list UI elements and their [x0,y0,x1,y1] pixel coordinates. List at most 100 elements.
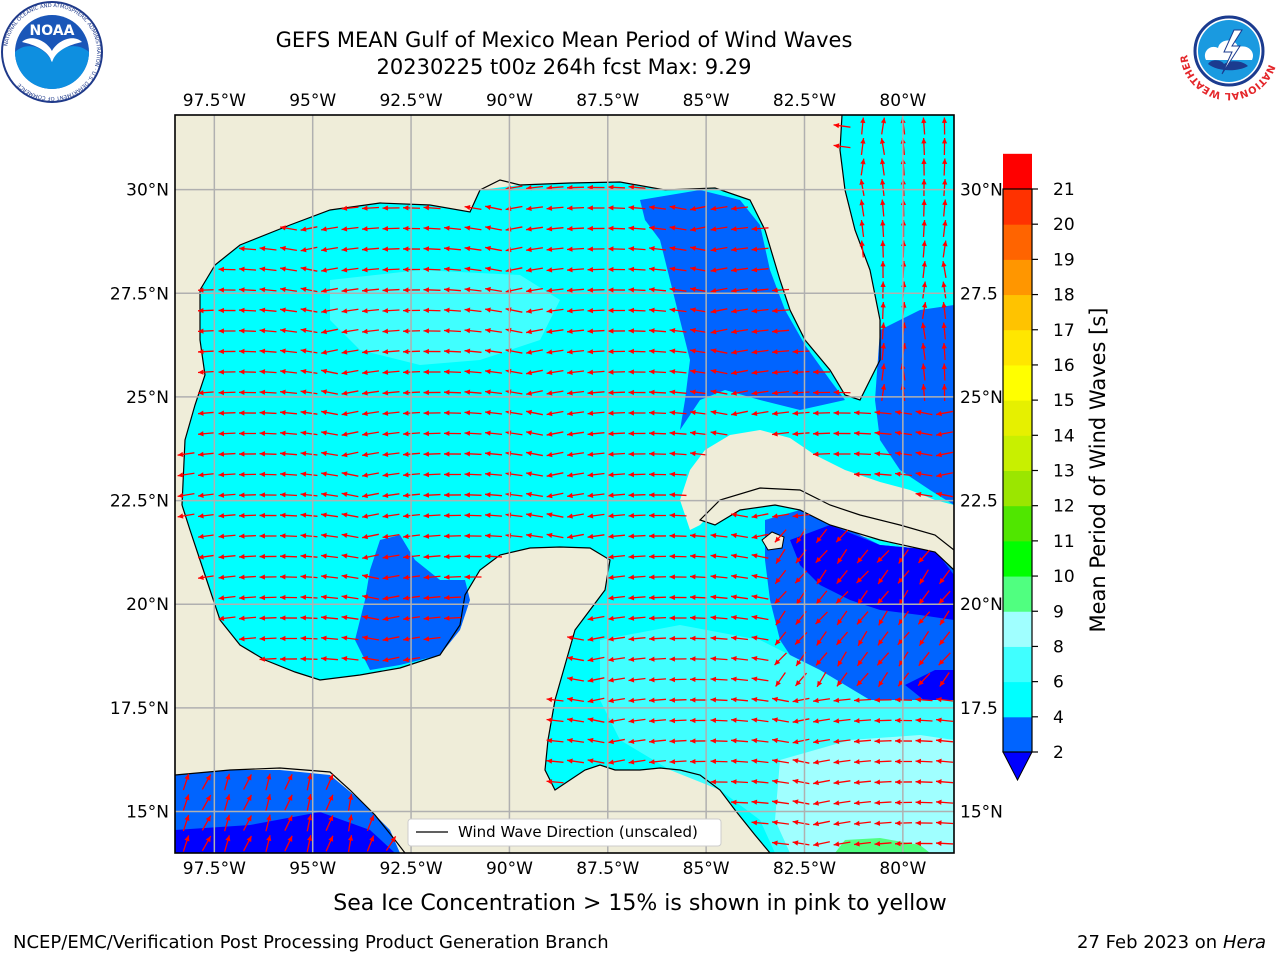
colorbar-segment [1003,681,1032,718]
wave-direction-arrow [238,369,257,375]
wave-direction-arrow [648,574,667,580]
wave-direction-arrow [566,390,585,396]
colorbar-segment [1003,259,1032,296]
wave-direction-arrow [382,513,400,519]
wave-direction-arrow [587,349,605,355]
wave-direction-arrow [792,513,810,519]
wave-direction-arrow [238,533,257,539]
wave-direction-arrow [915,471,933,477]
wave-direction-arrow [915,717,933,723]
wave-direction-arrow [941,117,948,135]
wave-direction-arrow [921,219,927,238]
wave-direction-arrow [443,410,462,416]
colorbar-tick-label: 15 [1053,391,1075,411]
colorbar-tick-label: 17 [1053,321,1075,341]
lon-label-bottom: 95°W [289,859,336,879]
wave-direction-arrow [300,594,318,600]
wave-direction-arrow [710,246,728,253]
wave-direction-arrow [259,369,277,375]
wave-direction-arrow [792,819,810,826]
wave-direction-arrow [649,512,666,519]
wave-direction-arrow [771,308,790,314]
wave-direction-arrow [751,390,769,396]
wave-direction-arrow [710,779,728,785]
wave-direction-arrow [284,835,293,852]
wave-direction-arrow [321,349,338,355]
wave-direction-arrow [587,246,605,252]
wave-direction-arrow [689,451,708,457]
wave-direction-arrow [300,389,318,395]
wave-direction-arrow [279,389,298,395]
wave-direction-arrow [526,308,543,314]
wave-direction-arrow [792,738,810,745]
wave-direction-arrow [464,307,482,313]
wave-direction-arrow [464,574,482,580]
wave-direction-arrow [182,835,190,852]
wave-direction-arrow [775,672,786,687]
wave-direction-arrow [710,430,728,436]
wave-direction-arrow [526,471,543,477]
wave-direction-arrow [853,410,872,416]
wave-direction-arrow [177,472,195,478]
wave-direction-arrow [279,615,298,621]
wave-direction-arrow [265,814,272,832]
wave-direction-arrow [238,348,257,355]
wave-direction-arrow [628,492,646,498]
wave-direction-arrow [935,758,954,764]
wave-direction-arrow [587,697,605,704]
wave-direction-arrow [607,389,626,396]
wave-direction-arrow [859,199,865,217]
wave-direction-arrow [877,631,889,646]
wave-direction-arrow [259,512,277,519]
wave-direction-arrow [628,389,646,396]
wave-direction-arrow [669,759,687,765]
wave-direction-arrow [306,794,313,811]
wave-direction-arrow [362,472,379,478]
wave-direction-arrow [607,533,626,539]
wave-direction-arrow [321,471,338,477]
wave-direction-arrow [587,513,605,519]
wave-direction-arrow [526,267,543,273]
wave-direction-arrow [567,635,584,641]
wave-direction-arrow [464,328,482,334]
wave-direction-arrow [464,471,482,477]
wave-direction-arrow [628,184,646,190]
wave-direction-arrow [325,794,334,811]
wave-direction-arrow [321,226,338,232]
wave-direction-arrow [341,532,359,539]
wave-direction-arrow [730,717,749,723]
wave-direction-arrow [833,718,851,724]
wave-direction-arrow [751,226,769,232]
wave-direction-arrow [587,308,605,314]
wave-direction-arrow [587,492,605,498]
wave-direction-arrow [874,779,892,785]
wave-direction-arrow [690,245,707,252]
wave-direction-arrow [921,363,927,381]
wave-direction-arrow [485,204,502,211]
wave-direction-arrow [321,308,338,314]
wave-direction-arrow [730,594,749,600]
wave-direction-arrow [566,226,585,232]
wave-direction-arrow [566,431,585,437]
wave-direction-arrow [382,533,400,540]
wave-direction-arrow [382,246,400,252]
wave-direction-arrow [856,570,869,584]
wave-direction-arrow [607,246,626,252]
wave-direction-arrow [833,738,851,744]
lat-label-left: 17.5°N [110,699,169,719]
wave-direction-arrow [731,532,748,539]
wave-direction-arrow [751,573,769,580]
wave-direction-arrow [689,697,708,703]
wave-direction-arrow [320,574,339,580]
colorbar-tick-label: 19 [1053,250,1075,270]
wave-direction-arrow [689,430,708,436]
map-gridlines [175,115,954,853]
lon-label-bottom: 87.5°W [576,859,639,879]
wave-direction-arrow [587,656,605,663]
wave-direction-arrow [941,342,947,361]
lat-label-right: 15°N [960,803,1003,823]
wave-direction-arrow [197,328,216,334]
wave-direction-arrow [833,451,851,457]
wave-direction-arrow [238,615,257,621]
wave-direction-arrow [689,635,708,642]
